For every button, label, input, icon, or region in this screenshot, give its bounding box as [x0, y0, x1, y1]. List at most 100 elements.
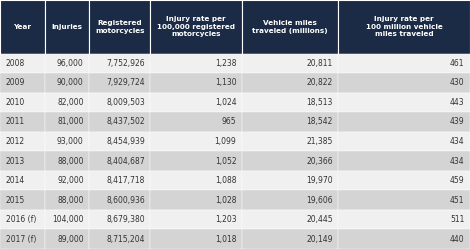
Bar [338, 132, 470, 151]
Bar [150, 171, 242, 190]
Bar [338, 151, 470, 171]
Text: 19,970: 19,970 [306, 176, 333, 185]
Bar [89, 93, 150, 112]
Bar [150, 112, 242, 132]
Text: 8,009,503: 8,009,503 [106, 98, 145, 107]
Bar [338, 230, 470, 249]
Bar [338, 171, 470, 190]
Text: 2016 (f): 2016 (f) [6, 215, 36, 224]
Bar [89, 54, 150, 73]
Bar [338, 112, 470, 132]
Text: 8,600,936: 8,600,936 [106, 196, 145, 205]
Text: 1,203: 1,203 [215, 215, 236, 224]
Bar [45, 190, 89, 210]
Bar [242, 230, 338, 249]
Bar [45, 112, 89, 132]
Bar [242, 93, 338, 112]
Bar [45, 171, 89, 190]
Text: 2009: 2009 [6, 78, 25, 87]
Bar [45, 93, 89, 112]
Bar [89, 132, 150, 151]
Text: 8,437,502: 8,437,502 [106, 118, 145, 126]
Bar [150, 190, 242, 210]
Bar [0, 132, 45, 151]
Text: 8,715,204: 8,715,204 [106, 235, 145, 244]
Bar [150, 210, 242, 230]
Text: 21,385: 21,385 [306, 137, 333, 146]
Bar [0, 0, 45, 54]
Text: 90,000: 90,000 [57, 78, 84, 87]
Bar [150, 151, 242, 171]
Text: 20,822: 20,822 [306, 78, 333, 87]
Text: 88,000: 88,000 [57, 196, 84, 205]
Bar [150, 132, 242, 151]
Bar [0, 54, 45, 73]
Bar [45, 73, 89, 93]
Bar [150, 73, 242, 93]
Text: Injury rate per
100,000 registered
motorcycles: Injury rate per 100,000 registered motor… [157, 16, 235, 37]
Text: 451: 451 [450, 196, 464, 205]
Text: 8,454,939: 8,454,939 [106, 137, 145, 146]
Bar [45, 151, 89, 171]
Text: 434: 434 [450, 157, 464, 166]
Text: 88,000: 88,000 [57, 157, 84, 166]
Text: 20,149: 20,149 [306, 235, 333, 244]
Text: 20,366: 20,366 [306, 157, 333, 166]
Bar [242, 73, 338, 93]
Bar [89, 0, 150, 54]
Bar [89, 171, 150, 190]
Bar [45, 132, 89, 151]
Text: 2008: 2008 [6, 59, 25, 68]
Text: 1,088: 1,088 [215, 176, 236, 185]
Bar [89, 230, 150, 249]
Bar [150, 230, 242, 249]
Bar [150, 54, 242, 73]
Text: 459: 459 [450, 176, 464, 185]
Text: 1,238: 1,238 [215, 59, 236, 68]
Bar [242, 151, 338, 171]
Bar [338, 210, 470, 230]
Text: 93,000: 93,000 [57, 137, 84, 146]
Text: 1,099: 1,099 [215, 137, 236, 146]
Bar [0, 93, 45, 112]
Bar [150, 0, 242, 54]
Bar [338, 93, 470, 112]
Text: 7,752,926: 7,752,926 [106, 59, 145, 68]
Text: 20,445: 20,445 [306, 215, 333, 224]
Bar [45, 0, 89, 54]
Text: 440: 440 [450, 235, 464, 244]
Text: 461: 461 [450, 59, 464, 68]
Text: 2013: 2013 [6, 157, 25, 166]
Text: 2017 (f): 2017 (f) [6, 235, 36, 244]
Text: Injury rate per
100 million vehicle
miles traveled: Injury rate per 100 million vehicle mile… [366, 16, 443, 37]
Bar [45, 230, 89, 249]
Text: 1,130: 1,130 [215, 78, 236, 87]
Text: 18,513: 18,513 [306, 98, 333, 107]
Text: 89,000: 89,000 [57, 235, 84, 244]
Text: 430: 430 [450, 78, 464, 87]
Text: 8,417,718: 8,417,718 [106, 176, 145, 185]
Bar [0, 190, 45, 210]
Text: 2014: 2014 [6, 176, 25, 185]
Text: 82,000: 82,000 [57, 98, 84, 107]
Text: Vehicle miles
traveled (millions): Vehicle miles traveled (millions) [252, 20, 328, 34]
Text: 2012: 2012 [6, 137, 25, 146]
Text: 1,024: 1,024 [215, 98, 236, 107]
Bar [242, 190, 338, 210]
Bar [89, 210, 150, 230]
Bar [338, 54, 470, 73]
Bar [338, 0, 470, 54]
Text: Injuries: Injuries [52, 24, 82, 30]
Bar [89, 73, 150, 93]
Text: 1,018: 1,018 [215, 235, 236, 244]
Text: Year: Year [13, 24, 31, 30]
Text: 965: 965 [222, 118, 236, 126]
Text: 20,811: 20,811 [306, 59, 333, 68]
Text: 7,929,724: 7,929,724 [106, 78, 145, 87]
Bar [150, 93, 242, 112]
Text: 1,028: 1,028 [215, 196, 236, 205]
Text: 443: 443 [450, 98, 464, 107]
Bar [338, 190, 470, 210]
Text: 511: 511 [450, 215, 464, 224]
Bar [89, 151, 150, 171]
